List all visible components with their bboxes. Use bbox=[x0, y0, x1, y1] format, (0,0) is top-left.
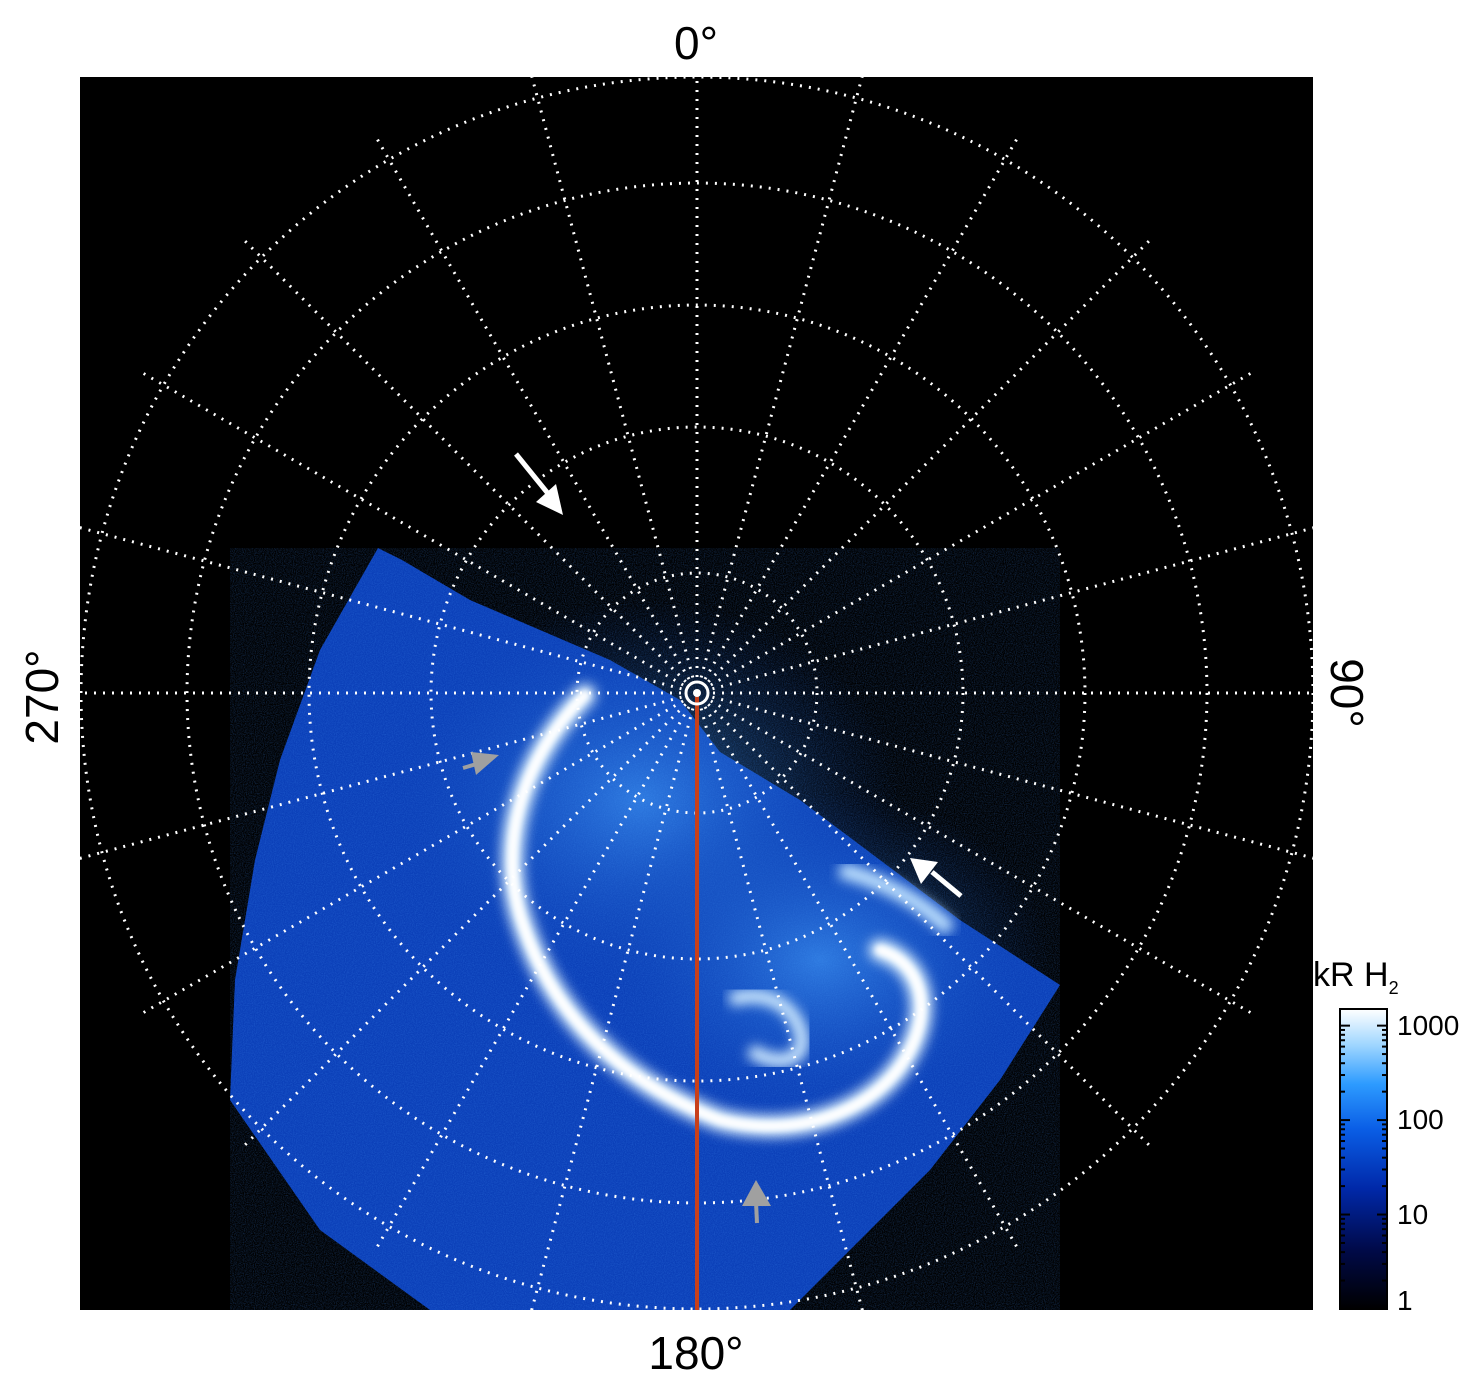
colorbar-tick-label: 10 bbox=[1397, 1198, 1429, 1230]
gray-arrow-bottom bbox=[742, 1180, 771, 1224]
longitude-label-bottom: 180° bbox=[648, 1327, 744, 1379]
longitude-label-top: 0° bbox=[674, 17, 718, 69]
grid-circle bbox=[575, 571, 819, 815]
colorbar bbox=[1339, 1008, 1388, 1310]
grid-circle bbox=[429, 425, 965, 961]
colorbar-title: kR H2 bbox=[1313, 956, 1399, 999]
pole-marker bbox=[684, 680, 710, 706]
colorbar-tick-label: 1 bbox=[1397, 1285, 1413, 1316]
gray-arrow-left bbox=[462, 752, 499, 775]
white-arrow-upper bbox=[514, 452, 563, 515]
colorbar-title-text: kR H bbox=[1313, 956, 1389, 994]
longitude-label-left: 270° bbox=[16, 649, 68, 745]
longitude-label-right: 90° bbox=[1321, 658, 1373, 728]
colorbar-title-subscript: 2 bbox=[1388, 977, 1399, 998]
colorbar-tick-label: 100 bbox=[1397, 1104, 1444, 1136]
colorbar-tick-label: 1000 bbox=[1397, 1009, 1460, 1041]
pole-dot bbox=[693, 689, 701, 697]
colorbar-gradient bbox=[1339, 1008, 1388, 1310]
inner-emission bbox=[727, 989, 809, 1068]
aurora-emission-region bbox=[230, 548, 1060, 1310]
colorbar-ticks bbox=[1340, 1024, 1387, 1310]
limb-emission bbox=[838, 862, 956, 936]
main-oval bbox=[507, 690, 926, 1131]
grid-circle bbox=[307, 303, 1087, 1083]
white-arrow-right bbox=[910, 858, 963, 898]
grid-circle bbox=[80, 77, 1313, 1310]
